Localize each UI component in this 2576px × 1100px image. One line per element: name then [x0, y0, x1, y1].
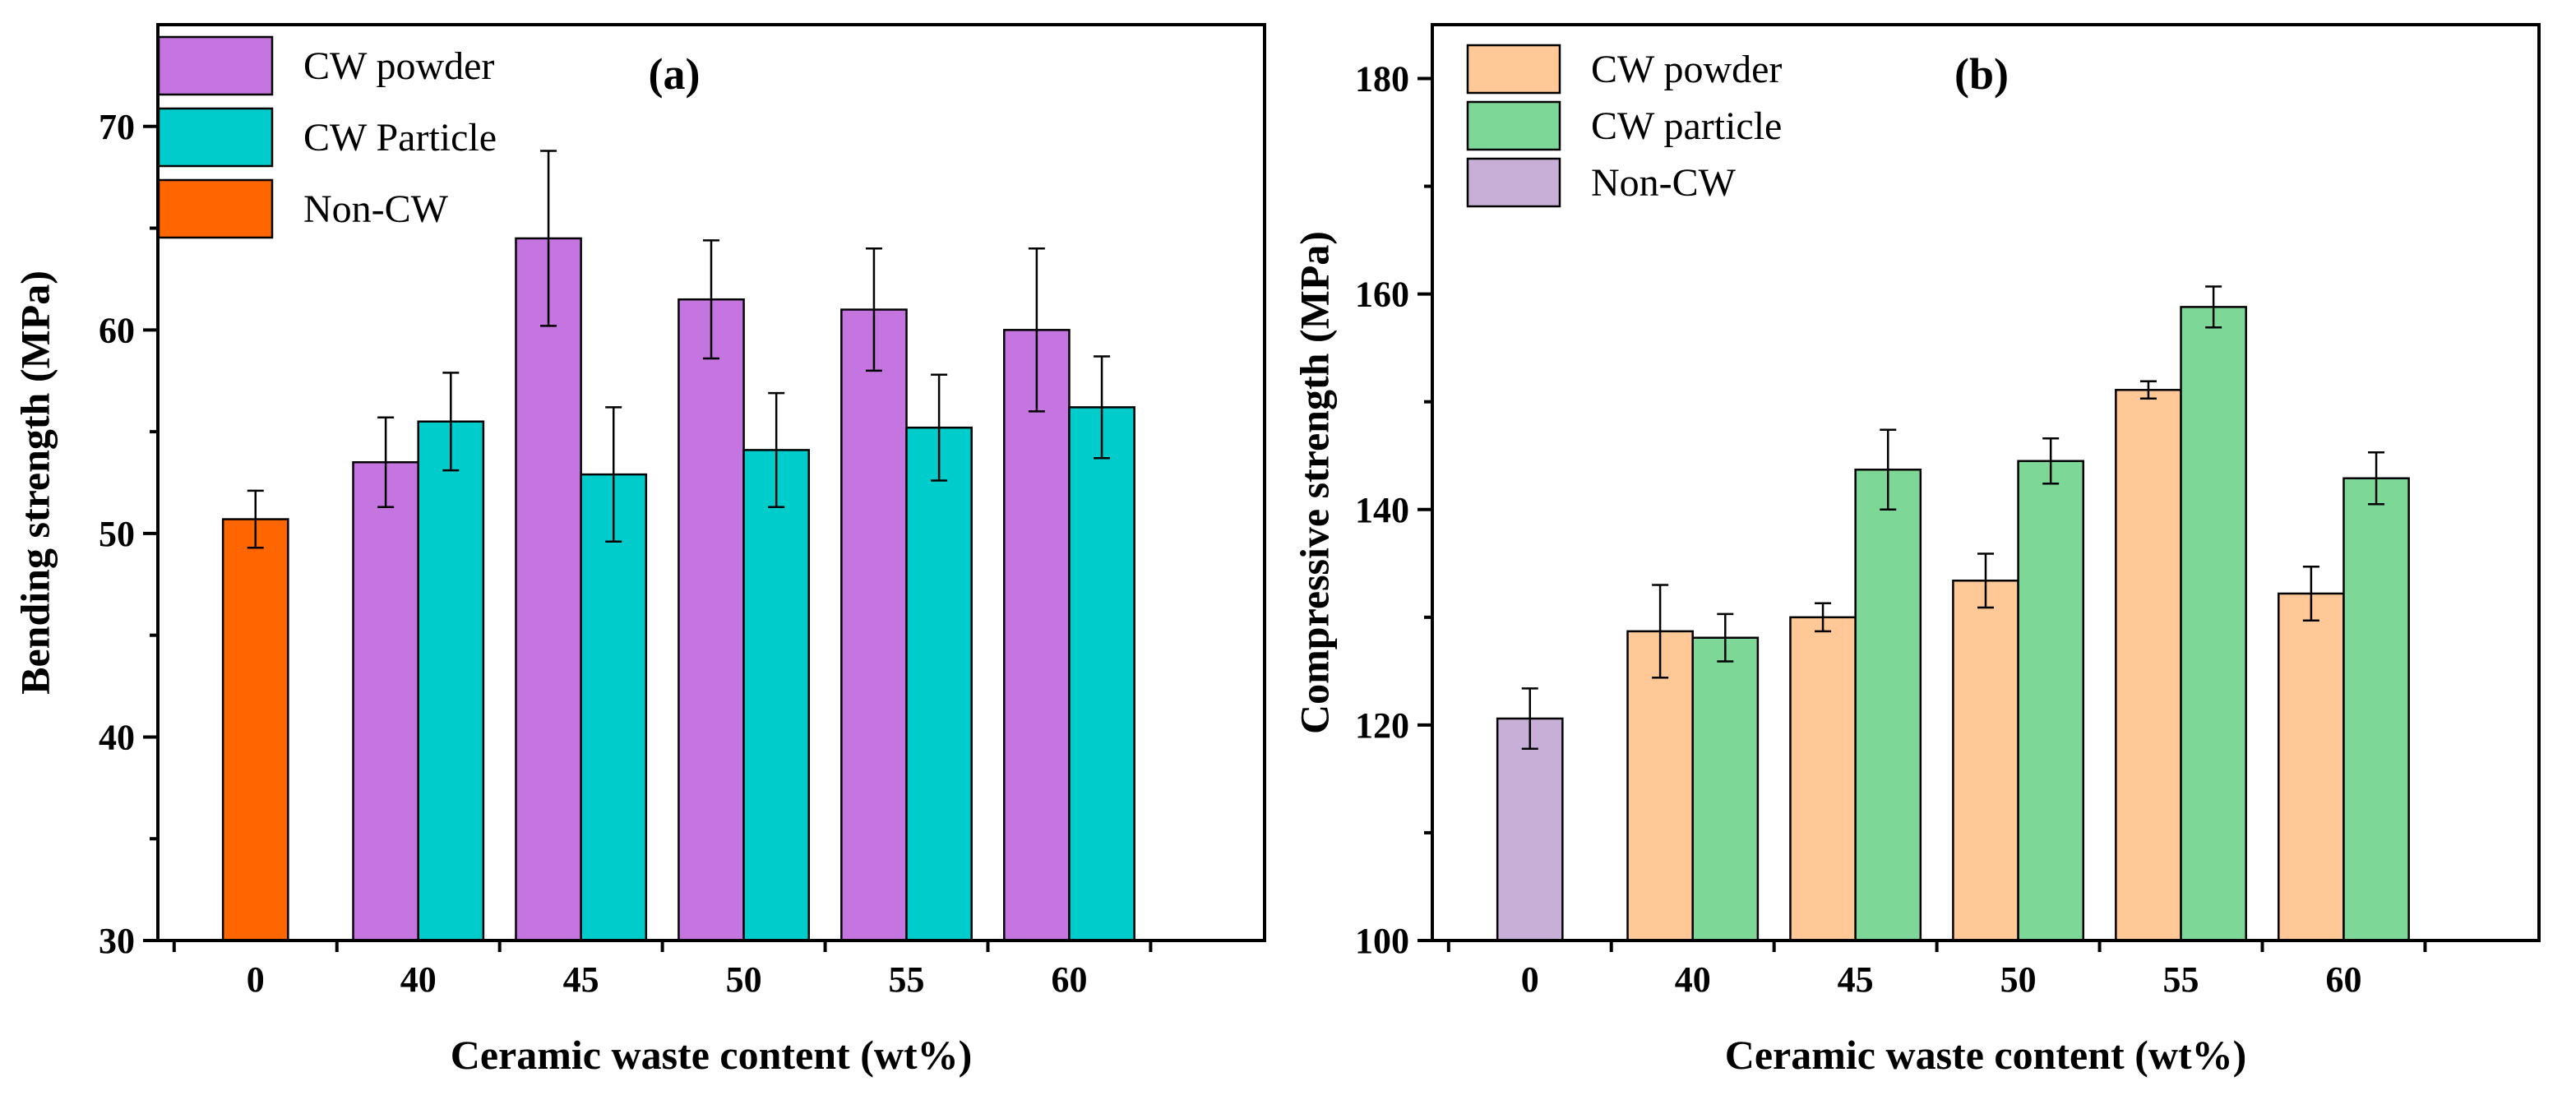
- bar: [2180, 306, 2247, 942]
- bar: [1003, 329, 1071, 942]
- x-tick-label: 0: [1521, 959, 1539, 1000]
- y-tick-label: 50: [99, 514, 135, 554]
- chart-panel-b: 100 120 140 160 180 0 40 45 50 55 60 Ceramic waste …: [1292, 23, 2541, 1078]
- chart-panel-a: 30 40 50 60 70 0 40 45 50 55 60 Ceramic waste conte…: [12, 23, 1266, 1078]
- legend-label: Non-CW: [303, 187, 449, 231]
- y-tick-label: 160: [1355, 275, 1409, 315]
- x-tick-label: 40: [400, 959, 437, 1000]
- legend-label: CW powder: [303, 44, 494, 88]
- y-tick-label: 70: [99, 107, 135, 147]
- bar: [221, 518, 289, 942]
- x-tick-label: 60: [2325, 959, 2361, 1000]
- x-tick-label: 45: [563, 959, 599, 1000]
- legend-label: CW particle: [1591, 104, 1782, 148]
- x-tick-label: 50: [2000, 959, 2037, 1000]
- bar: [2017, 460, 2085, 942]
- bar: [580, 473, 648, 942]
- x-tick-label: 50: [726, 959, 762, 1000]
- bar: [678, 298, 745, 942]
- x-axis-title: Ceramic waste content (wt%): [1725, 1032, 2247, 1078]
- x-axis-title: Ceramic waste content (wt%): [451, 1032, 973, 1078]
- y-axis-title: Bending strength (MPa): [12, 270, 58, 695]
- legend-swatch: [157, 35, 274, 96]
- bar: [1068, 406, 1135, 942]
- y-axis-title: Compressive strength (MPa): [1292, 231, 1338, 734]
- legend-label: CW powder: [1591, 48, 1782, 91]
- bar: [1691, 636, 1760, 942]
- legend-swatch: [1466, 44, 1561, 95]
- plot-frame: [1431, 23, 2541, 942]
- y-tick-label: 140: [1355, 490, 1409, 530]
- bar: [2342, 477, 2410, 942]
- x-tick-label: 45: [1838, 959, 1874, 1000]
- x-tick-label: 40: [1675, 959, 1711, 1000]
- plot-frame: [156, 23, 1266, 942]
- bar: [1854, 469, 1922, 942]
- x-tick-label: 60: [1051, 959, 1087, 1000]
- y-tick-label: 100: [1355, 921, 1409, 961]
- y-tick-label: 120: [1355, 705, 1409, 746]
- legend-swatch: [157, 178, 274, 239]
- bar: [352, 460, 419, 942]
- legend-label: Non-CW: [1591, 161, 1737, 205]
- y-tick-label: 30: [99, 921, 135, 961]
- bar: [742, 449, 811, 942]
- y-tick-label: 40: [99, 717, 135, 757]
- panel-label: (a): [649, 49, 701, 99]
- legend-label: CW Particle: [303, 116, 497, 159]
- bar: [2115, 389, 2182, 942]
- bar: [905, 426, 973, 942]
- bar: [417, 420, 485, 942]
- bar: [840, 308, 908, 942]
- x-tick-label: 55: [2163, 959, 2199, 1000]
- legend-swatch: [1466, 157, 1561, 208]
- panel-label: (b): [1954, 49, 2009, 99]
- bar: [1952, 580, 2019, 942]
- x-tick-label: 55: [889, 959, 925, 1000]
- bar: [515, 237, 582, 942]
- legend-swatch: [157, 107, 274, 168]
- y-tick-label: 180: [1355, 59, 1409, 99]
- bar: [2278, 592, 2345, 942]
- y-tick-label: 60: [99, 310, 135, 350]
- bar: [1496, 717, 1564, 942]
- x-tick-label: 0: [247, 959, 265, 1000]
- legend-swatch: [1466, 100, 1561, 151]
- bar: [1789, 616, 1857, 942]
